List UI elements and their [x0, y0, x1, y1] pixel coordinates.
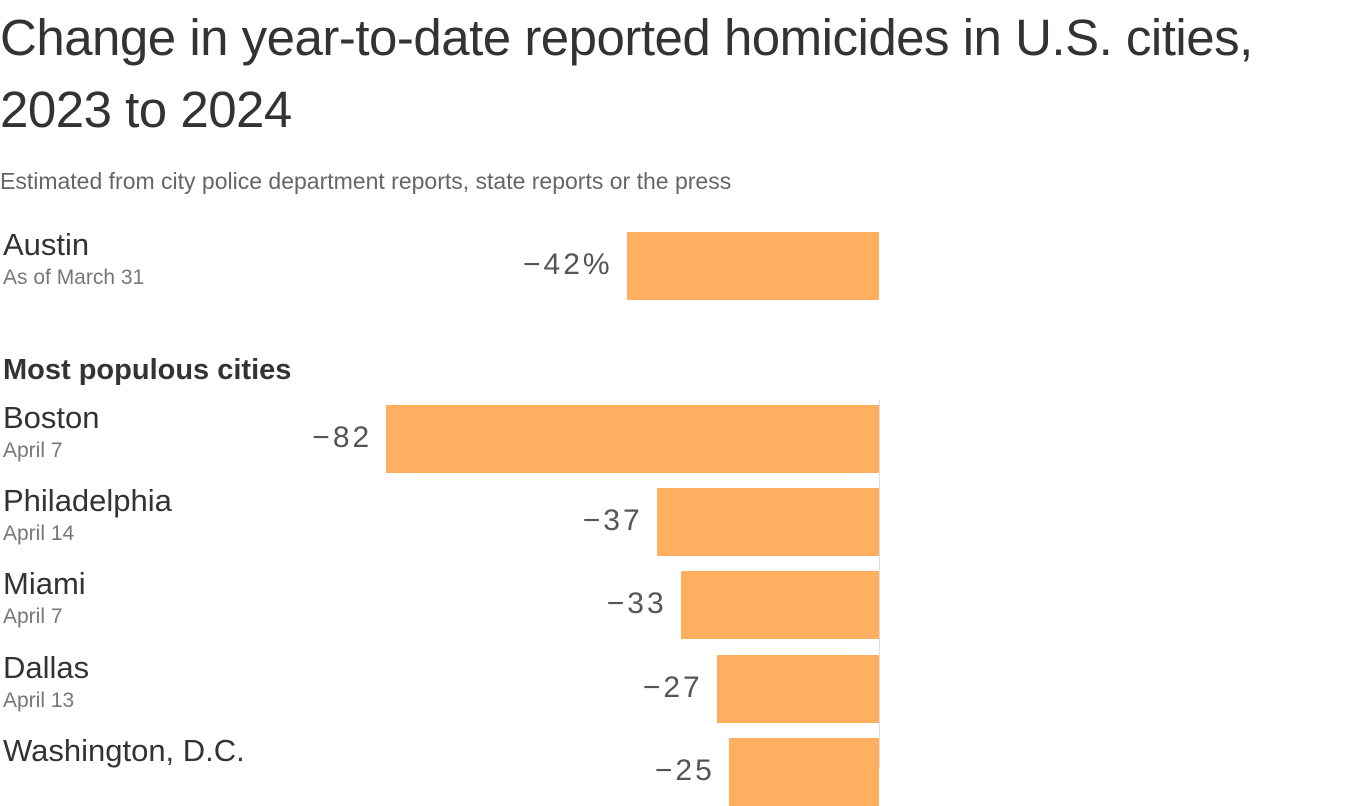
value-label-dallas: −27 [642, 671, 703, 704]
bar-washington-d-c [728, 738, 879, 806]
city-label-miami: Miami [3, 566, 86, 601]
chart-title: Change in year-to-date reported homicide… [0, 9, 1253, 138]
bar-austin [626, 232, 879, 300]
value-label-austin: −42% [523, 248, 613, 281]
city-label-washington-d-c: Washington, D.C. [3, 733, 245, 768]
bar-boston [386, 405, 879, 473]
bar-philadelphia [656, 488, 879, 556]
city-label-dallas: Dallas [3, 650, 90, 685]
date-label-austin: As of March 31 [3, 266, 145, 289]
value-label-boston: −82 [312, 421, 373, 454]
bar-miami [680, 571, 879, 639]
date-label-philadelphia: April 14 [3, 522, 75, 545]
zero-baseline [879, 400, 880, 768]
date-label-dallas: April 13 [3, 689, 75, 712]
group-label: Most populous cities [3, 354, 292, 386]
city-label-austin: Austin [3, 227, 90, 262]
city-label-boston: Boston [3, 400, 100, 435]
value-label-washington-d-c: −25 [654, 754, 715, 787]
bar-dallas [716, 655, 879, 723]
date-label-boston: April 7 [3, 439, 63, 462]
date-label-miami: April 7 [3, 605, 63, 628]
value-label-miami: −33 [606, 587, 667, 620]
chart-subtitle: Estimated from city police department re… [0, 168, 732, 194]
city-label-philadelphia: Philadelphia [3, 483, 172, 518]
value-label-philadelphia: −37 [582, 504, 643, 537]
